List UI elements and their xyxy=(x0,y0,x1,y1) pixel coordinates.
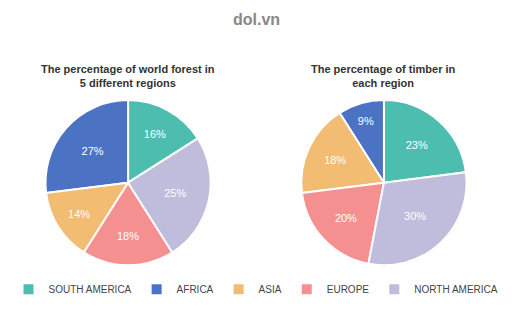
svg-text:The percentage of timber ineac: The percentage of timber ineach region xyxy=(311,63,456,89)
svg-text:dol.vn: dol.vn xyxy=(233,11,280,28)
svg-text:14%: 14% xyxy=(68,208,90,220)
svg-text:30%: 30% xyxy=(404,210,426,222)
svg-text:EUROPE: EUROPE xyxy=(327,284,370,295)
svg-text:18%: 18% xyxy=(117,230,139,242)
svg-text:18%: 18% xyxy=(324,154,346,166)
svg-text:20%: 20% xyxy=(335,212,357,224)
svg-text:27%: 27% xyxy=(82,145,104,157)
svg-text:25%: 25% xyxy=(164,187,186,199)
svg-text:NORTH AMERICA: NORTH AMERICA xyxy=(414,284,497,295)
svg-text:16%: 16% xyxy=(144,128,166,140)
svg-text:23%: 23% xyxy=(406,139,428,151)
svg-text:9%: 9% xyxy=(358,115,374,127)
svg-text:The percentage of world forest: The percentage of world forest in5 diffe… xyxy=(41,63,215,89)
svg-text:AFRICA: AFRICA xyxy=(177,284,214,295)
svg-text:SOUTH AMERICA: SOUTH AMERICA xyxy=(49,284,132,295)
svg-text:ASIA: ASIA xyxy=(259,284,282,295)
